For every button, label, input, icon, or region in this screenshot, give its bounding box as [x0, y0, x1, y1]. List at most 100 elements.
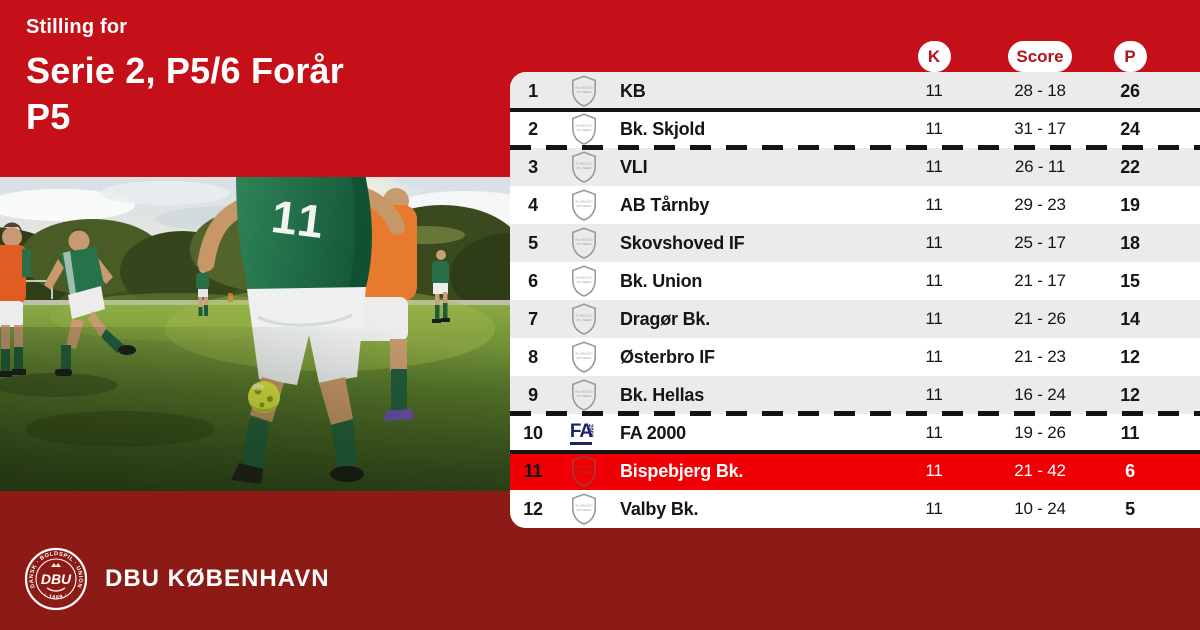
score-cell: 21 - 23	[1014, 347, 1066, 366]
club-shield-icon	[556, 455, 612, 487]
score-cell: 10 - 24	[1014, 499, 1066, 518]
team-name: Bk. Union	[620, 270, 703, 291]
table-row: 5 Skovshoved IF 11 25 - 17 18	[510, 224, 1200, 262]
points-cell: 12	[1120, 346, 1140, 367]
table-row: 1 KB 11 28 - 18 26	[510, 72, 1200, 110]
played-cell: 11	[925, 423, 943, 442]
table-row: 7 Dragør Bk. 11 21 - 26 14	[510, 300, 1200, 338]
pitch-photo: 11	[0, 177, 510, 491]
table-row: 4 AB Tårnby 11 29 - 23 19	[510, 186, 1200, 224]
title-line-2: P5	[26, 96, 71, 137]
club-shield-icon	[556, 265, 612, 297]
position-cell: 6	[528, 270, 538, 291]
points-cell: 11	[1120, 422, 1140, 443]
position-cell: 2	[528, 118, 538, 139]
relegation-line-dashed	[510, 411, 1200, 416]
team-name: KB	[620, 80, 646, 101]
team-name: Bispebjerg Bk.	[620, 460, 744, 481]
column-pill-score: Score	[1008, 41, 1072, 72]
footer-brand: DANSK · BOLDSPIL · UNION · 1889 · DBU DB…	[24, 547, 330, 611]
played-cell: 11	[925, 347, 943, 366]
score-cell: 19 - 26	[1014, 423, 1066, 442]
table-row: 9 Bk. Hellas 11 16 - 24 12	[510, 376, 1200, 414]
points-cell: 22	[1120, 156, 1140, 177]
score-cell: 21 - 42	[1014, 461, 1066, 480]
header: Stilling for Serie 2, P5/6 Forår P5	[26, 16, 344, 140]
promotion-line-solid	[510, 108, 1200, 112]
score-cell: 28 - 18	[1014, 81, 1066, 100]
team-name: FA 2000	[620, 422, 686, 443]
football-scene-illustration: 11	[0, 177, 510, 491]
jersey-number: 11	[269, 190, 330, 248]
score-cell: 25 - 17	[1014, 233, 1066, 252]
club-shield-icon	[556, 189, 612, 221]
header-eyebrow: Stilling for	[26, 16, 128, 38]
table-row: 8 Østerbro IF 11 21 - 23 12	[510, 338, 1200, 376]
played-cell: 11	[925, 157, 943, 176]
points-cell: 24	[1120, 118, 1140, 139]
points-cell: 14	[1120, 308, 1140, 329]
score-cell: 29 - 23	[1014, 195, 1066, 214]
position-cell: 4	[528, 194, 538, 215]
team-name: Skovshoved IF	[620, 232, 745, 253]
club-shield-icon	[556, 227, 612, 259]
table-row: 10 FA 2000 FA 2000 11 19 - 26 11	[510, 414, 1200, 452]
team-name: Dragør Bk.	[620, 308, 711, 329]
played-cell: 11	[925, 271, 943, 290]
position-cell: 7	[528, 308, 538, 329]
club-shield-icon	[556, 303, 612, 335]
position-cell: 5	[528, 232, 538, 253]
fa2000-logo: FA 2000	[556, 422, 612, 445]
column-pill-k: K	[917, 41, 951, 72]
points-cell: 19	[1120, 194, 1140, 215]
title-line-1: Serie 2, P5/6 Forår	[26, 50, 344, 91]
team-name: Østerbro IF	[620, 346, 715, 367]
table-column-headers: K Score P	[510, 41, 1200, 72]
club-shield-icon	[556, 341, 612, 373]
played-cell: 11	[925, 309, 943, 328]
column-pill-p: P	[1113, 41, 1147, 72]
svg-text:· 1889 ·: · 1889 ·	[43, 592, 70, 601]
emblem-year-text: · 1889 ·	[43, 592, 69, 601]
points-cell: 5	[1125, 498, 1135, 519]
score-cell: 26 - 11	[1014, 157, 1066, 176]
table-row: 2 Bk. Skjold 11 31 - 17 24	[510, 110, 1200, 148]
played-cell: 11	[925, 195, 943, 214]
team-name: AB Tårnby	[620, 194, 710, 215]
played-cell: 11	[925, 233, 943, 252]
table-row: 12 Valby Bk. 11 10 - 24 5	[510, 490, 1200, 528]
club-shield-icon	[556, 151, 612, 183]
points-cell: 15	[1120, 270, 1140, 291]
club-shield-icon	[556, 379, 612, 411]
dbu-emblem-logo: DANSK · BOLDSPIL · UNION · 1889 · DBU	[24, 547, 88, 611]
position-cell: 1	[528, 80, 538, 101]
position-cell: 3	[528, 156, 538, 177]
team-name: Valby Bk.	[620, 498, 699, 519]
team-name: Bk. Skjold	[620, 118, 706, 139]
right-player	[432, 250, 450, 323]
score-cell: 21 - 17	[1014, 271, 1066, 290]
played-cell: 11	[925, 81, 943, 100]
played-cell: 11	[925, 119, 943, 138]
position-cell: 10	[523, 422, 543, 443]
table-row: 3 VLI 11 26 - 11 22	[510, 148, 1200, 186]
club-shield-icon	[556, 75, 612, 107]
score-cell: 21 - 26	[1014, 309, 1066, 328]
points-cell: 26	[1120, 80, 1140, 101]
played-cell: 11	[925, 499, 943, 518]
standings-table: 1 KB 11 28 - 18 26 2 Bk. Skjold 11 31 - …	[510, 72, 1200, 528]
club-shield-icon	[556, 493, 612, 525]
points-cell: 18	[1120, 232, 1140, 253]
relegation-line-solid	[510, 450, 1200, 454]
team-name: Bk. Hellas	[620, 384, 705, 405]
table-row-highlighted: 11 Bispebjerg Bk. 11 21 - 42 6	[510, 452, 1200, 490]
table-row: 6 Bk. Union 11 21 - 17 15	[510, 262, 1200, 300]
promotion-line-dashed	[510, 145, 1200, 150]
position-cell: 12	[523, 498, 543, 519]
page-title: Serie 2, P5/6 Forår P5	[26, 48, 344, 140]
brand-name: DBU KØBENHAVN	[105, 565, 330, 592]
played-cell: 11	[925, 461, 943, 480]
team-name: VLI	[620, 156, 648, 177]
position-cell: 11	[523, 460, 543, 481]
emblem-center-text: DBU	[41, 571, 72, 587]
